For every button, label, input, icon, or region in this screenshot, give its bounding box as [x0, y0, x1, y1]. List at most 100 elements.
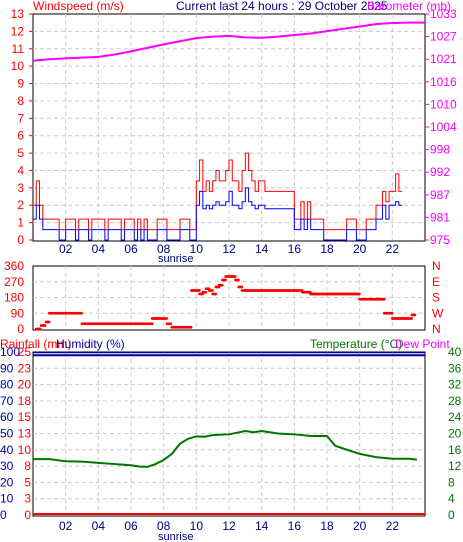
barometer-tick-label: 1021 — [430, 52, 457, 66]
temperature-series — [33, 430, 417, 468]
temperature-tick-label: 20 — [448, 427, 462, 441]
x-tick-label: 20 — [353, 519, 367, 533]
barometer-axis-label: Barometer (mb) — [367, 0, 451, 13]
humidity-tick-label: 100 — [0, 345, 20, 359]
compass-label: S — [432, 291, 440, 305]
temperature-tick-label: 16 — [448, 443, 462, 457]
direction-point — [43, 324, 47, 327]
direction-point — [240, 285, 244, 289]
barometer-tick-label: 1033 — [430, 7, 457, 21]
direction-point — [413, 313, 417, 317]
direction-point — [150, 322, 154, 326]
direction-tick-label: 270 — [4, 275, 24, 289]
direction-point — [237, 278, 240, 282]
grid-top — [33, 14, 425, 240]
barometer-line — [32, 21, 425, 62]
x-tick-label: 18 — [320, 519, 334, 533]
rainfall-tick-label: 10 — [18, 443, 32, 457]
direction-point — [169, 322, 173, 326]
barometer-tick-label: 1004 — [430, 120, 457, 134]
direction-point — [210, 289, 214, 292]
humidity-tick-label: 70 — [0, 394, 14, 408]
rainfall-tick-label: 20 — [18, 378, 32, 392]
windspeed-tick-label: 4 — [17, 163, 24, 177]
temperature-axis-label: Temperature (°C) — [310, 337, 402, 351]
x-tick-label: 10 — [190, 242, 204, 256]
windspeed-tick-label: 5 — [17, 146, 24, 160]
rainfall-tick-label: 13 — [18, 427, 32, 441]
compass-label: E — [432, 275, 440, 289]
windspeed-tick-label: 13 — [11, 7, 25, 21]
grid-middle — [33, 266, 425, 329]
windspeed-tick-label: 6 — [17, 129, 24, 143]
x-tick-label: 08 — [157, 519, 171, 533]
x-tick-label: 12 — [222, 242, 236, 256]
temperature-tick-label: 4 — [448, 492, 455, 506]
windspeed-tick-label: 0 — [17, 233, 24, 247]
direction-tick-label: 0 — [17, 322, 24, 336]
humidity-tick-label: 80 — [0, 378, 14, 392]
humidity-tick-label: 40 — [0, 443, 14, 457]
direction-tick-label: 180 — [4, 291, 24, 305]
temperature-line — [33, 430, 417, 468]
rainfall-tick-label: 15 — [18, 410, 32, 424]
compass-label: N — [432, 322, 441, 336]
rainfall-tick-label: 25 — [18, 345, 32, 359]
temperature-tick-label: 8 — [448, 475, 455, 489]
direction-point — [224, 278, 227, 282]
windspeed-tick-label: 1 — [17, 216, 24, 230]
direction-point — [233, 275, 237, 278]
rainfall-tick-label: 18 — [18, 394, 32, 408]
x-tick-label: 22 — [386, 519, 400, 533]
rainfall-tick-label: 23 — [18, 361, 32, 375]
windspeed-tick-label: 2 — [17, 198, 24, 212]
humidity-tick-label: 50 — [0, 427, 14, 441]
top-x-ticks: 02 04 06 08 10 12 14 16 18 20 22 — [59, 242, 399, 256]
windspeed-tick-label: 9 — [17, 77, 24, 91]
dewpoint-axis-label: Dew Point — [395, 337, 450, 351]
barometer-tick-label: 998 — [430, 143, 450, 157]
direction-point — [214, 292, 218, 296]
barometer-tick-label: 987 — [430, 188, 450, 202]
rainfall-tick-label: 5 — [24, 475, 31, 489]
temperature-tick-label: 32 — [448, 378, 462, 392]
barometer-tick-label: 975 — [430, 233, 450, 247]
direction-point — [410, 317, 414, 320]
direction-point — [204, 290, 208, 294]
rainfall-ticks: 0 3 5 8 10 13 15 18 20 23 25 — [18, 345, 32, 522]
direction-point — [38, 327, 42, 331]
x-tick-label: 06 — [124, 519, 138, 533]
direction-point — [220, 283, 224, 287]
x-tick-label: 04 — [92, 519, 106, 533]
windspeed-tick-label: 10 — [11, 59, 25, 73]
compass-label: W — [432, 306, 444, 320]
sunrise-label-bottom: sunrise — [158, 531, 193, 542]
direction-point — [47, 320, 51, 324]
gust-series — [33, 152, 403, 231]
x-tick-label: 10 — [190, 519, 204, 533]
barometer-tick-label: 1027 — [430, 30, 457, 44]
rainfall-axis-label: Rainfall (mm) — [0, 337, 71, 351]
average-wind-line — [33, 187, 403, 241]
temperature-ticks: 0 4 8 12 16 20 24 28 32 36 40 — [448, 345, 462, 522]
humidity-series — [33, 352, 425, 357]
temperature-tick-label: 28 — [448, 394, 462, 408]
temperature-tick-label: 0 — [448, 508, 455, 522]
x-tick-label: 02 — [59, 242, 73, 256]
barometer-tick-label: 981 — [430, 210, 450, 224]
direction-point — [197, 289, 201, 292]
x-tick-label: 22 — [386, 242, 400, 256]
rainfall-tick-label: 0 — [24, 508, 31, 522]
temperature-tick-label: 40 — [448, 345, 462, 359]
gust-line — [33, 152, 403, 231]
humidity-tick-label: 10 — [0, 492, 14, 506]
x-tick-label: 12 — [222, 519, 236, 533]
windspeed-tick-label: 8 — [17, 94, 24, 108]
bottom-x-ticks: 02 04 06 08 10 12 14 16 18 20 22 — [59, 519, 399, 533]
x-tick-label: 20 — [353, 242, 367, 256]
x-tick-label: 16 — [288, 242, 302, 256]
barometer-tick-label: 1016 — [430, 75, 457, 89]
direction-point — [189, 325, 193, 329]
